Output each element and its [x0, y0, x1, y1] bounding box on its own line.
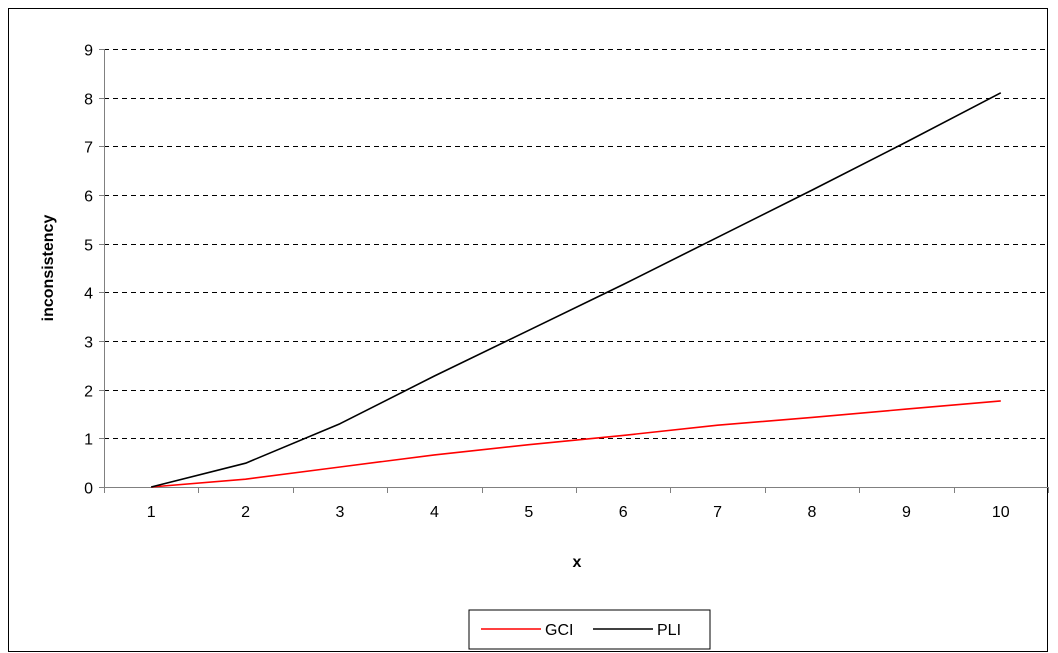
- tick-labels: 0 1 2 3 4 5 6 7 8 9 1 2 3 4 5 6 7 8 9 10: [84, 43, 1010, 522]
- y-tick-label-4: 4: [84, 286, 93, 303]
- legend: GCI PLI: [468, 609, 711, 650]
- x-tick-label-10: 10: [992, 504, 1010, 521]
- x-tick-label-9: 9: [902, 504, 911, 521]
- y-tick-label-1: 1: [84, 432, 93, 449]
- y-tick-label-2: 2: [84, 384, 93, 401]
- x-tick-label-6: 6: [619, 504, 628, 521]
- x-tick-label-8: 8: [808, 504, 817, 521]
- y-tick-label-7: 7: [84, 140, 93, 157]
- series-line-pli: [151, 92, 1002, 488]
- chart-frame: 0 1 2 3 4 5 6 7 8 9 1 2 3 4 5 6 7 8 9 10 x inconsistency GC…: [8, 8, 1049, 652]
- legend-items: GCI PLI: [481, 622, 681, 639]
- series-line-gci: [151, 400, 1001, 488]
- x-axis-title: x: [573, 554, 582, 571]
- series-lines: [151, 92, 1002, 488]
- x-tick-label-5: 5: [524, 504, 533, 521]
- y-tick-label-3: 3: [84, 335, 93, 352]
- gridlines: [104, 49, 1048, 439]
- x-tick-label-3: 3: [336, 504, 345, 521]
- x-tick-label-2: 2: [241, 504, 250, 521]
- x-tick-label-4: 4: [430, 504, 439, 521]
- line-chart: 0 1 2 3 4 5 6 7 8 9 1 2 3 4 5 6 7 8 9 10 x inconsistency GC…: [40, 43, 1049, 650]
- y-tick-label-5: 5: [84, 238, 93, 255]
- legend-label-gci: GCI: [545, 622, 573, 639]
- x-tick-label-7: 7: [713, 504, 722, 521]
- y-tick-label-8: 8: [84, 92, 93, 109]
- y-tick-label-0: 0: [84, 481, 93, 498]
- axes: [99, 49, 1049, 493]
- y-axis-title: inconsistency: [40, 215, 57, 322]
- y-tick-label-6: 6: [84, 189, 93, 206]
- legend-label-pli: PLI: [657, 622, 681, 639]
- x-tick-label-1: 1: [147, 504, 156, 521]
- y-tick-label-9: 9: [84, 43, 93, 60]
